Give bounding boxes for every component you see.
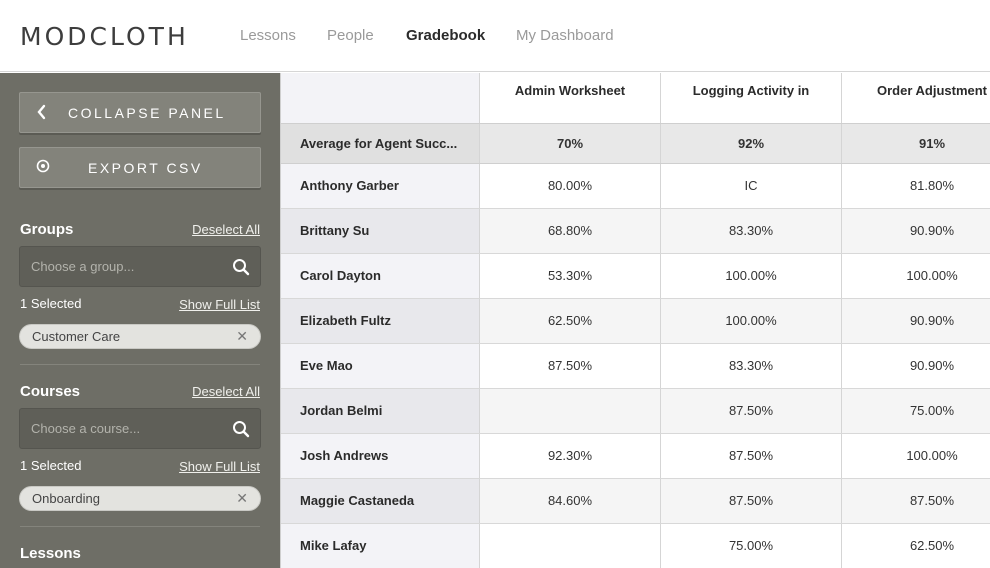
top-navigation-bar: MODCLOTH Lessons People Gradebook My Das… xyxy=(0,0,990,72)
courses-deselect-all-link[interactable]: Deselect All xyxy=(192,384,260,399)
courses-selected-count: 1 Selected xyxy=(20,458,82,473)
grade-cell[interactable]: 84.60% xyxy=(480,479,661,523)
search-icon[interactable] xyxy=(232,420,250,438)
column-header[interactable]: Order Adjustment xyxy=(842,73,990,123)
nav-people[interactable]: People xyxy=(327,27,374,44)
course-search-placeholder: Choose a course... xyxy=(31,421,141,436)
average-value: 91% xyxy=(842,124,990,163)
nav-lessons[interactable]: Lessons xyxy=(240,27,296,44)
nav-gradebook[interactable]: Gradebook xyxy=(406,27,486,44)
table-row: Jordan Belmi 87.50% 75.00% xyxy=(281,389,990,434)
nav-my-dashboard[interactable]: My Dashboard xyxy=(516,27,614,44)
table-row: Josh Andrews 92.30% 87.50% 100.00% xyxy=(281,434,990,479)
learner-name[interactable]: Carol Dayton xyxy=(281,254,480,298)
groups-show-full-list-link[interactable]: Show Full List xyxy=(179,297,260,312)
grade-cell[interactable]: 92.30% xyxy=(480,434,661,478)
grade-cell[interactable]: 100.00% xyxy=(842,254,990,298)
courses-show-full-list-link[interactable]: Show Full List xyxy=(179,459,260,474)
grade-cell[interactable]: 80.00% xyxy=(480,164,661,208)
table-row: Mike Lafay 75.00% 62.50% xyxy=(281,524,990,568)
group-chip: Customer Care ✕ xyxy=(19,324,261,349)
column-header[interactable]: Logging Activity in xyxy=(661,73,842,123)
collapse-panel-label: COLLAPSE PANEL xyxy=(68,105,226,121)
grade-cell[interactable]: 87.50% xyxy=(842,479,990,523)
grade-cell[interactable]: 81.80% xyxy=(842,164,990,208)
chevron-left-icon xyxy=(36,103,46,126)
table-header-row: Admin Worksheet Logging Activity in Orde… xyxy=(281,73,990,123)
grade-cell[interactable]: 90.90% xyxy=(842,344,990,388)
group-search-input[interactable]: Choose a group... xyxy=(19,246,261,287)
average-label: Average for Agent Succ... xyxy=(281,124,480,163)
filter-sidebar: COLLAPSE PANEL EXPORT CSV Groups Deselec… xyxy=(0,73,280,568)
grade-cell[interactable]: 83.30% xyxy=(661,344,842,388)
search-icon[interactable] xyxy=(232,258,250,276)
lessons-heading: Lessons xyxy=(20,545,81,562)
table-row: Eve Mao 87.50% 83.30% 90.90% xyxy=(281,344,990,389)
groups-selected-count: 1 Selected xyxy=(20,296,82,311)
course-chip: Onboarding ✕ xyxy=(19,486,261,511)
grade-cell[interactable]: 62.50% xyxy=(480,299,661,343)
grade-cell[interactable]: 100.00% xyxy=(661,299,842,343)
average-value: 92% xyxy=(661,124,842,163)
courses-heading: Courses xyxy=(20,383,81,400)
learner-name[interactable]: Josh Andrews xyxy=(281,434,480,478)
learner-name[interactable]: Eve Mao xyxy=(281,344,480,388)
table-row: Elizabeth Fultz 62.50% 100.00% 90.90% xyxy=(281,299,990,344)
grade-cell[interactable]: 100.00% xyxy=(842,434,990,478)
column-header[interactable]: Admin Worksheet xyxy=(480,73,661,123)
export-csv-button[interactable]: EXPORT CSV xyxy=(19,147,261,188)
learner-name[interactable]: Elizabeth Fultz xyxy=(281,299,480,343)
export-icon xyxy=(36,159,50,176)
grade-cell[interactable] xyxy=(480,389,661,433)
table-corner-cell xyxy=(281,73,480,123)
export-csv-label: EXPORT CSV xyxy=(88,160,203,176)
brand-logo[interactable]: MODCLOTH xyxy=(20,22,189,51)
table-row: Maggie Castaneda 84.60% 87.50% 87.50% xyxy=(281,479,990,524)
grade-cell[interactable] xyxy=(480,524,661,568)
grade-cell[interactable]: 75.00% xyxy=(842,389,990,433)
grade-cell[interactable]: IC xyxy=(661,164,842,208)
course-search-input[interactable]: Choose a course... xyxy=(19,408,261,449)
grade-cell[interactable]: 87.50% xyxy=(661,434,842,478)
table-row: Anthony Garber 80.00% IC 81.80% xyxy=(281,164,990,209)
learner-name[interactable]: Brittany Su xyxy=(281,209,480,253)
group-chip-label: Customer Care xyxy=(32,329,121,344)
group-search-placeholder: Choose a group... xyxy=(31,259,135,274)
close-icon[interactable]: ✕ xyxy=(236,328,248,344)
collapse-panel-button[interactable]: COLLAPSE PANEL xyxy=(19,92,261,133)
grade-cell[interactable]: 100.00% xyxy=(661,254,842,298)
grade-cell[interactable]: 90.90% xyxy=(842,209,990,253)
grade-cell[interactable]: 68.80% xyxy=(480,209,661,253)
section-divider xyxy=(20,364,260,365)
grade-cell[interactable]: 87.50% xyxy=(480,344,661,388)
table-row: Carol Dayton 53.30% 100.00% 100.00% xyxy=(281,254,990,299)
close-icon[interactable]: ✕ xyxy=(236,490,248,506)
grade-cell[interactable]: 75.00% xyxy=(661,524,842,568)
grade-cell[interactable]: 87.50% xyxy=(661,389,842,433)
grade-cell[interactable]: 53.30% xyxy=(480,254,661,298)
groups-heading: Groups xyxy=(20,221,74,238)
learner-name[interactable]: Anthony Garber xyxy=(281,164,480,208)
learner-name[interactable]: Maggie Castaneda xyxy=(281,479,480,523)
average-value: 70% xyxy=(480,124,661,163)
section-divider xyxy=(20,526,260,527)
table-row: Brittany Su 68.80% 83.30% 90.90% xyxy=(281,209,990,254)
grade-cell[interactable]: 83.30% xyxy=(661,209,842,253)
learner-name[interactable]: Jordan Belmi xyxy=(281,389,480,433)
grade-cell[interactable]: 90.90% xyxy=(842,299,990,343)
groups-deselect-all-link[interactable]: Deselect All xyxy=(192,222,260,237)
learner-name[interactable]: Mike Lafay xyxy=(281,524,480,568)
grade-cell[interactable]: 62.50% xyxy=(842,524,990,568)
course-chip-label: Onboarding xyxy=(32,491,100,506)
grade-cell[interactable]: 87.50% xyxy=(661,479,842,523)
average-row: Average for Agent Succ... 70% 92% 91% xyxy=(281,123,990,164)
gradebook-table: Admin Worksheet Logging Activity in Orde… xyxy=(280,73,990,568)
